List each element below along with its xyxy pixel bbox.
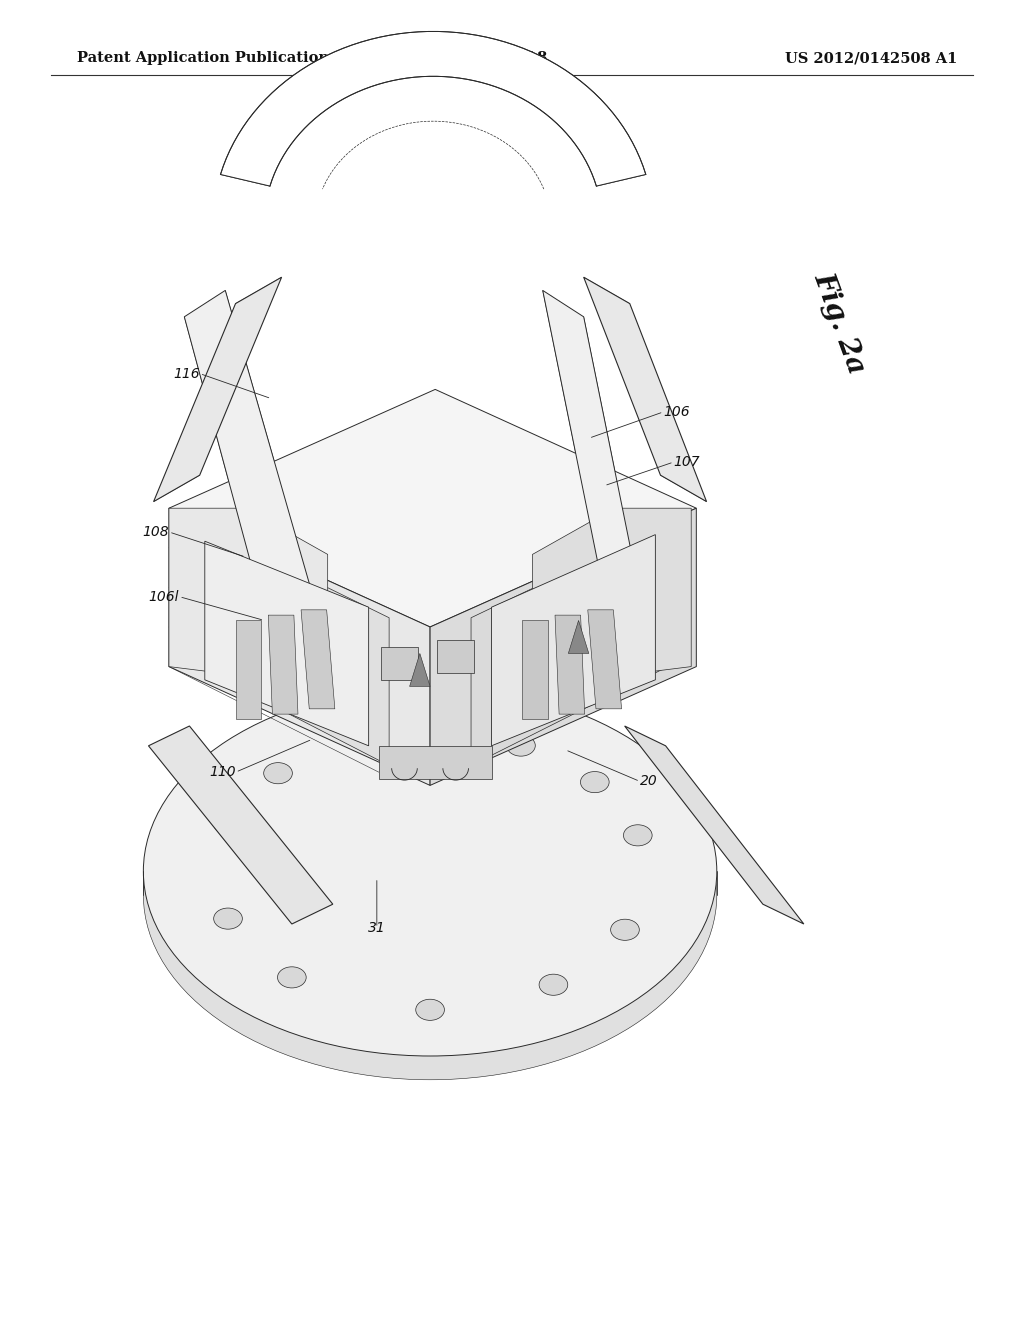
Ellipse shape — [624, 825, 652, 846]
Polygon shape — [584, 277, 707, 502]
Bar — [437, 640, 474, 673]
Polygon shape — [522, 620, 548, 719]
Polygon shape — [169, 508, 430, 785]
Polygon shape — [148, 726, 333, 924]
Ellipse shape — [610, 919, 639, 940]
Polygon shape — [268, 615, 298, 714]
Ellipse shape — [507, 735, 536, 756]
Text: Patent Application Publication: Patent Application Publication — [77, 51, 329, 65]
Polygon shape — [568, 620, 589, 653]
Text: Fig. 2a: Fig. 2a — [809, 269, 870, 378]
Ellipse shape — [278, 966, 306, 987]
Text: 31: 31 — [368, 921, 386, 935]
Text: Jun. 7, 2012   Sheet 3 of 8: Jun. 7, 2012 Sheet 3 of 8 — [334, 51, 547, 65]
Ellipse shape — [143, 710, 717, 1080]
Polygon shape — [379, 746, 492, 779]
Polygon shape — [430, 508, 696, 785]
Polygon shape — [555, 615, 585, 714]
Polygon shape — [543, 290, 645, 620]
Ellipse shape — [143, 686, 717, 1056]
Text: 108: 108 — [142, 525, 169, 539]
Text: 106l: 106l — [148, 590, 179, 603]
Ellipse shape — [416, 999, 444, 1020]
Polygon shape — [301, 610, 335, 709]
Text: 106: 106 — [664, 405, 690, 418]
Ellipse shape — [264, 763, 293, 784]
Ellipse shape — [214, 908, 243, 929]
Polygon shape — [471, 517, 681, 766]
Ellipse shape — [214, 813, 243, 834]
Polygon shape — [220, 32, 646, 186]
Polygon shape — [588, 610, 622, 709]
Bar — [381, 647, 418, 680]
Text: 107: 107 — [674, 455, 700, 469]
Polygon shape — [236, 620, 261, 719]
Polygon shape — [154, 277, 282, 502]
Polygon shape — [492, 535, 655, 746]
Polygon shape — [532, 508, 691, 686]
Polygon shape — [184, 517, 389, 766]
Polygon shape — [410, 653, 430, 686]
Text: 20: 20 — [640, 775, 657, 788]
Text: US 2012/0142508 A1: US 2012/0142508 A1 — [785, 51, 957, 65]
Polygon shape — [169, 389, 696, 627]
Ellipse shape — [581, 772, 609, 793]
Polygon shape — [205, 541, 369, 746]
Text: 116: 116 — [173, 367, 200, 380]
Polygon shape — [184, 290, 312, 620]
Polygon shape — [169, 508, 328, 686]
Polygon shape — [625, 726, 804, 924]
Text: 110: 110 — [209, 766, 236, 779]
Ellipse shape — [539, 974, 567, 995]
Ellipse shape — [379, 725, 408, 746]
